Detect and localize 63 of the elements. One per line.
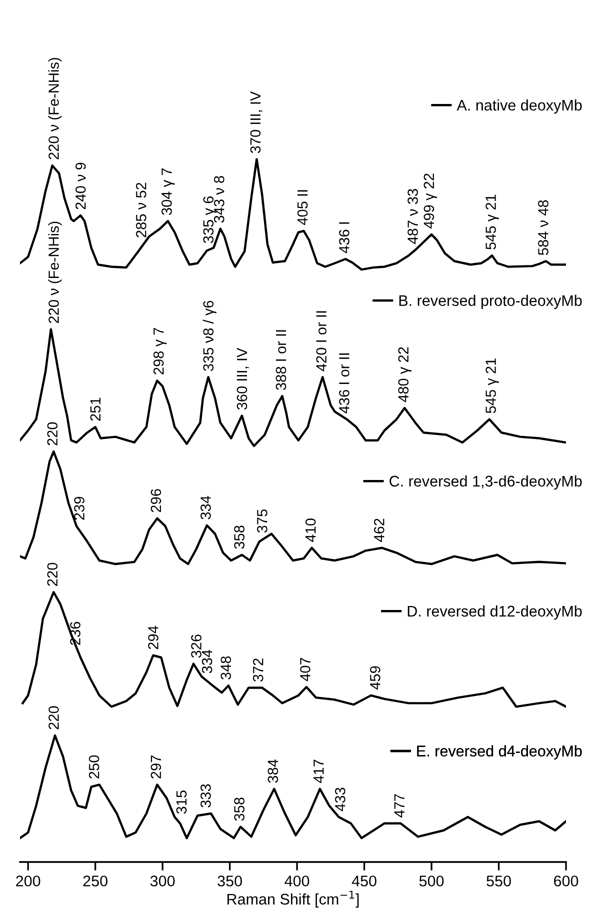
annotation: 388 I or II: [276, 330, 286, 390]
annotation: 358: [234, 526, 244, 549]
annotation: 459: [370, 666, 380, 690]
annotation: 348: [220, 656, 232, 680]
x-tick-label: 300: [150, 876, 175, 886]
annotation: 417: [314, 760, 324, 784]
annotation: 370 III, IV: [250, 91, 262, 154]
annotation: 240 ν 9: [75, 162, 86, 210]
annotation: 410: [305, 518, 316, 542]
annotation: 545 γ 21: [486, 194, 499, 250]
annotation: 304 γ 7: [162, 168, 175, 215]
annotation: 220: [47, 422, 58, 446]
annotation: 436 I or II: [339, 353, 350, 414]
annotation: 358: [234, 798, 244, 821]
annotation: 436 I: [339, 222, 350, 254]
legend-label: D. reversed d12-deoxyMb: [408, 605, 582, 620]
annotation: 584 ν 48: [538, 200, 548, 255]
annotation: 499 γ 22: [424, 174, 437, 229]
annotation: 334: [202, 650, 212, 674]
legend-label: C. reversed 1,3-d6-deoxyMb: [390, 475, 582, 490]
annotation: 360 III, IV: [236, 348, 249, 410]
annotation: 220 ν (Fe-NHis): [48, 222, 62, 324]
annotation: 250: [88, 755, 100, 778]
annotation: 239: [74, 496, 84, 520]
annotation: 384: [268, 759, 278, 783]
annotation: 297: [150, 756, 162, 778]
annotation: 480 γ 22: [398, 347, 412, 402]
annotation: 296: [150, 489, 162, 512]
annotation: 477: [394, 794, 404, 818]
x-tick-label: 400: [284, 876, 310, 886]
x-tick-label: 200: [16, 876, 40, 886]
x-tick-label: 500: [419, 876, 444, 886]
annotation: 487 ν 33: [408, 189, 418, 244]
x-tick-label: 600: [554, 876, 578, 886]
legend-label: E. reversed d4-deoxyMb: [417, 745, 582, 760]
annotation: 462: [374, 518, 384, 542]
x-tick-label: 250: [83, 876, 108, 886]
annotation: 335 ν8 / γ6: [202, 300, 216, 371]
annotation: 220: [48, 706, 59, 730]
annotation: 372: [252, 658, 264, 682]
legend-label: A. native deoxyMb: [456, 99, 582, 114]
x-tick-label: 450: [352, 876, 376, 886]
annotation: 251: [90, 398, 101, 421]
annotation: 343 ν 8: [214, 176, 224, 223]
annotation: 407: [300, 658, 310, 682]
annotation: 334: [200, 496, 211, 520]
annotation: 375: [257, 509, 268, 533]
annotation: 420 I or II: [316, 311, 326, 372]
annotation: 433: [335, 788, 346, 812]
x-axis-title: Raman Shift [cm$^{−1}$]: [227, 890, 359, 908]
annotation: 220: [47, 562, 58, 586]
annotation: 545 γ 21: [486, 358, 499, 414]
annotation: 298 γ 7: [153, 328, 167, 374]
x-tick-label: 550: [486, 876, 511, 886]
annotation: 294: [148, 626, 158, 650]
annotation: 220 ν (Fe-NHis): [48, 58, 62, 160]
annotation: 326: [191, 634, 202, 658]
x-tick-label: 350: [218, 876, 242, 886]
legend-label: B. reversed proto-deoxyMb: [399, 294, 582, 310]
annotation: 285 ν 52: [136, 182, 146, 238]
annotation: 405 II: [297, 190, 308, 226]
annotation: 333: [200, 784, 211, 808]
annotation: 315: [176, 790, 187, 814]
